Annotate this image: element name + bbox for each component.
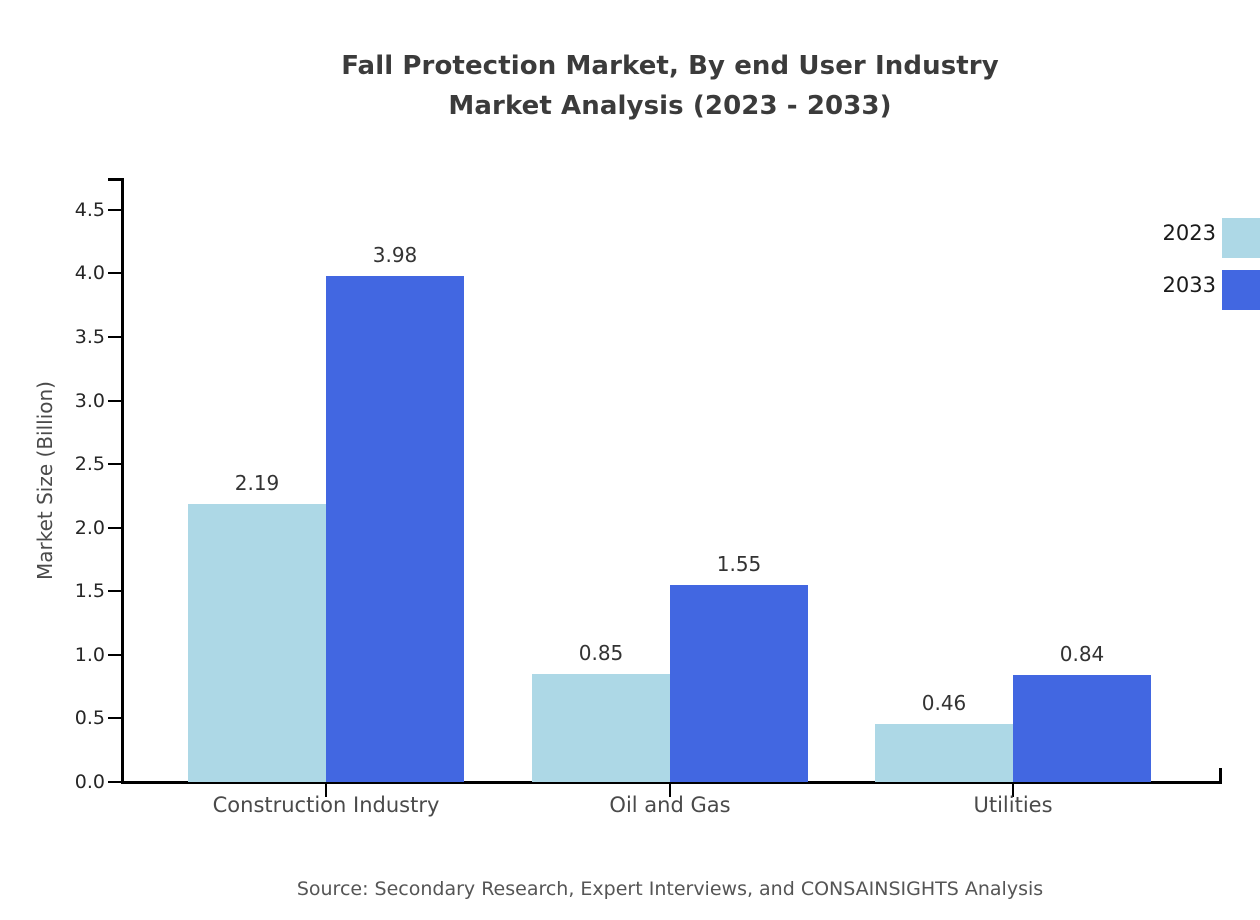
x-axis-tick [669,784,671,797]
y-axis-tick-label: 2.5 [74,453,105,476]
y-axis-tick-label: 0.0 [74,771,105,793]
legend-swatch [1222,218,1260,258]
y-axis-tick [108,781,122,783]
bar-value-label: 0.85 [578,640,624,665]
bar-2033-3[interactable] [1013,675,1151,782]
x-axis-category-label: Oil and Gas [609,793,731,817]
x-axis-end-cap [1219,768,1222,784]
bar-2033-1[interactable] [326,275,464,782]
bar-value-label: 1.55 [716,551,762,576]
y-axis-spine [121,178,124,784]
y-axis-tick [108,526,122,529]
y-axis-tick-label: 1.0 [74,643,105,666]
y-axis-tick [108,463,122,466]
legend-swatch [1222,270,1260,310]
y-axis-tick [108,399,122,402]
source-note: Source: Secondary Research, Expert Inter… [296,878,1044,900]
chart-legend: 2023 2033 [1130,218,1260,310]
bar-value-label: 0.84 [1059,642,1105,667]
y-axis-tick [108,717,122,720]
y-axis-tick-label: 1.5 [74,580,105,603]
bar-2023-3[interactable] [875,723,1013,782]
x-axis-tick [1012,784,1014,797]
bar-value-label: 2.19 [234,470,280,495]
bar-2023-2[interactable] [532,673,670,782]
x-axis-tick [325,784,327,797]
bar-2023-1[interactable] [188,503,326,782]
legend-item-2023[interactable]: 2023 [1130,218,1260,258]
y-axis-tick [108,272,122,275]
y-axis-tick [108,335,122,338]
chart-title-line-2: Market Analysis (2023 - 2033) [448,91,892,121]
y-axis-top-cap [108,178,124,181]
bar-value-label: 0.46 [921,690,967,715]
x-axis-spine [121,781,1222,784]
y-axis-tick-label: 4.0 [74,262,105,285]
y-axis-tick-label: 2.0 [74,516,105,539]
y-axis-tick-label: 4.5 [74,198,105,221]
y-axis-tick-label: 3.0 [74,389,105,412]
chart-title-line-1: Fall Protection Market, By end User Indu… [341,51,999,81]
x-axis-category-label: Utilities [973,793,1053,817]
y-axis-tick [108,208,122,211]
y-axis-tick [108,653,122,656]
x-axis-category-label: Construction Industry [212,793,440,817]
legend-label: 2023 [1162,221,1216,245]
y-axis-tick-label: 3.5 [74,325,105,348]
bar-value-label: 3.98 [372,242,418,267]
legend-item-2033[interactable]: 2033 [1130,270,1260,310]
page-title: Fall Protection Market, By end User Indu… [0,46,1260,126]
legend-label: 2033 [1162,273,1216,297]
y-axis-tick-label: 0.5 [74,707,105,730]
bar-2033-2[interactable] [670,584,808,782]
y-axis-tick [108,590,122,593]
